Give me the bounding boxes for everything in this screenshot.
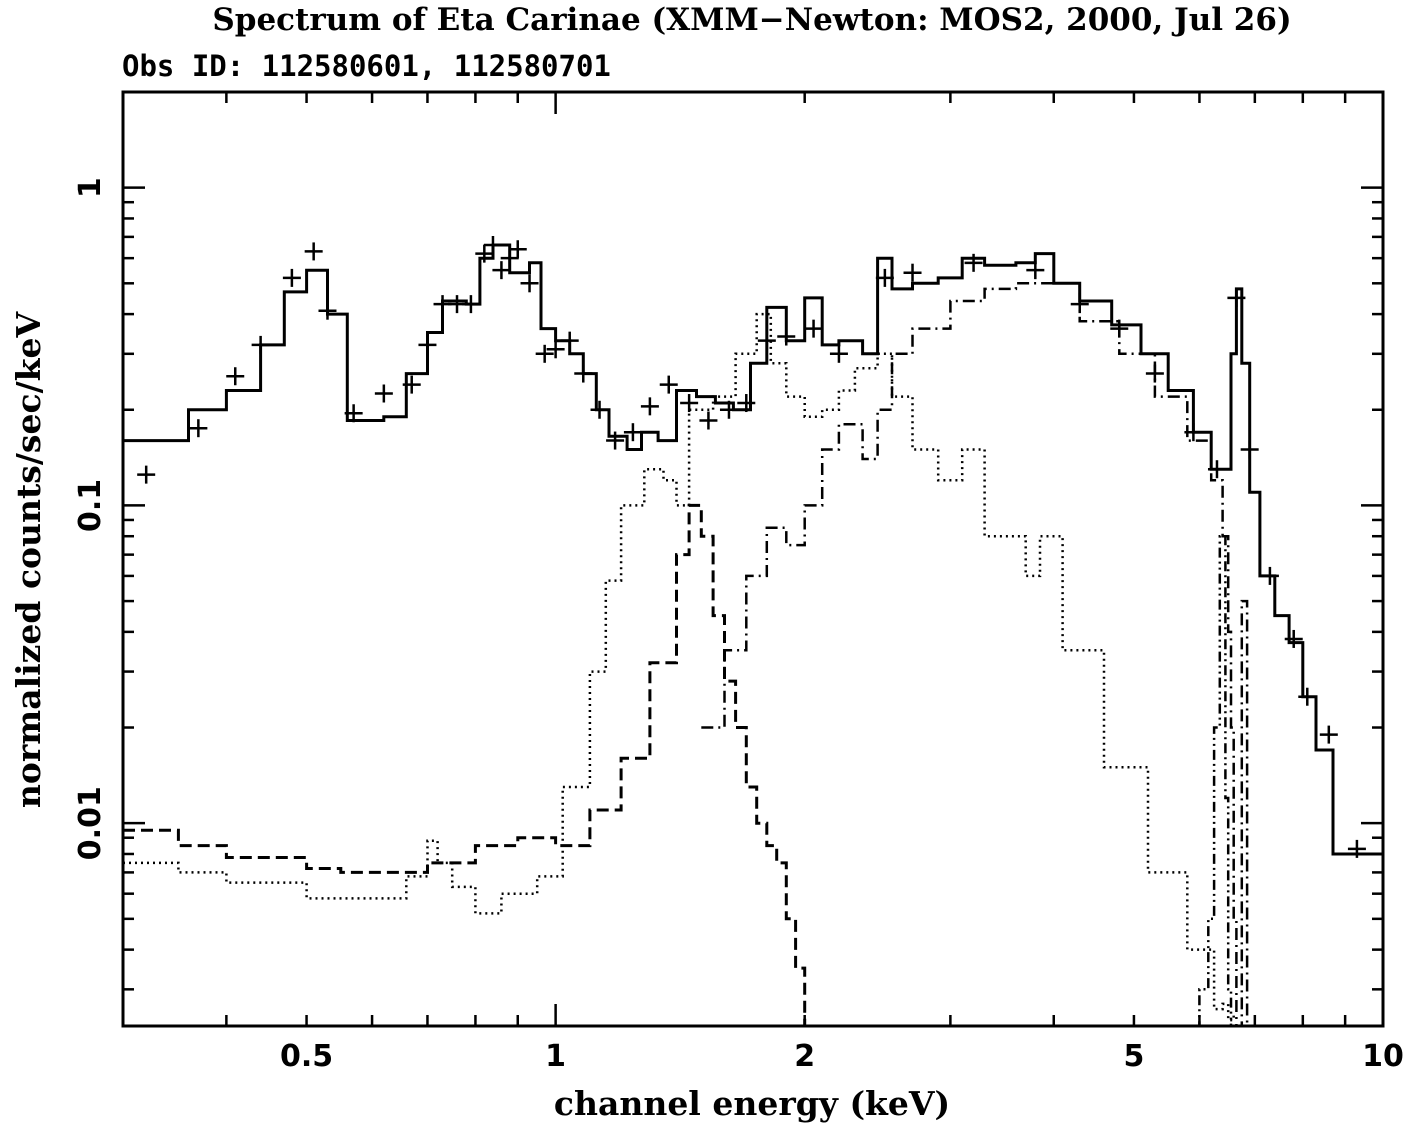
data-point (226, 367, 245, 386)
data-point (318, 301, 337, 320)
data-point (680, 394, 699, 413)
data-point (344, 404, 363, 423)
data-point (508, 240, 527, 259)
series-group (123, 243, 1383, 1028)
data-point (1284, 629, 1303, 648)
data-point (1184, 423, 1203, 442)
data-point (560, 331, 579, 350)
data-points-group (137, 235, 1366, 858)
data-point (737, 394, 756, 413)
data-point (804, 319, 823, 338)
y-tick-label: 0.01 (73, 786, 108, 860)
series-line-dashed (123, 503, 807, 1026)
data-point (699, 411, 718, 430)
data-point (461, 295, 480, 314)
x-tick-label: 2 (794, 1039, 815, 1074)
y-tick-label: 0.1 (73, 479, 108, 532)
x-tick-label: 5 (1123, 1039, 1144, 1074)
data-point (1227, 288, 1246, 307)
data-point (402, 375, 421, 394)
data-point (964, 253, 983, 272)
data-point (829, 344, 848, 363)
data-point (903, 263, 922, 282)
data-point (137, 465, 156, 484)
data-point (719, 400, 738, 419)
axis-tick-labels: 0.5 1 2 5 10 0.01 0.1 1 (73, 177, 1404, 1074)
chart-title: Spectrum of Eta Carinae (XMM−Newton: MOS… (212, 2, 1291, 38)
data-point (640, 397, 659, 416)
series-line-dash-dot (701, 282, 1249, 1028)
data-point (1240, 440, 1259, 459)
x-tick-label: 0.5 (280, 1039, 333, 1074)
chart-subtitle: Obs ID: 112580601, 112580701 (122, 49, 611, 83)
y-axis-label: normalized counts/sec/keV (9, 311, 48, 809)
data-point (475, 244, 494, 263)
data-point (492, 261, 511, 280)
data-point (1260, 566, 1279, 585)
data-point (282, 268, 301, 287)
data-point (623, 423, 642, 442)
data-point (1110, 319, 1129, 338)
data-point (483, 235, 502, 254)
data-point (1319, 725, 1338, 744)
x-tick-label: 10 (1362, 1039, 1404, 1074)
series-line-solid (123, 243, 1383, 856)
data-point (574, 364, 593, 383)
data-point (1145, 364, 1164, 383)
data-point (1026, 261, 1045, 280)
y-tick-label: 1 (73, 177, 108, 198)
data-point (520, 274, 539, 293)
axis-ticks (121, 90, 1385, 1026)
data-point (606, 431, 625, 450)
data-point (374, 384, 393, 403)
data-point (1070, 295, 1089, 314)
data-point (659, 375, 678, 394)
data-point (304, 242, 323, 261)
data-point (1347, 839, 1366, 858)
x-axis-label: channel energy (keV) (554, 1084, 950, 1123)
series-line-dash-dot-dot (1168, 534, 1234, 1028)
data-point (500, 249, 519, 268)
data-point (418, 335, 437, 354)
data-point (757, 331, 776, 350)
data-point (777, 327, 796, 346)
data-point (546, 340, 565, 359)
plot-area: 0.5 1 2 5 10 0.01 0.1 1 (73, 90, 1404, 1074)
series-line-dotted (123, 312, 1235, 1022)
plot-frame (121, 90, 1385, 1028)
data-point (535, 344, 554, 363)
data-point (251, 335, 270, 354)
data-point (590, 400, 609, 419)
data-point (1298, 687, 1317, 706)
data-point (189, 419, 208, 438)
x-tick-label: 1 (545, 1039, 566, 1074)
data-point (875, 268, 894, 287)
data-point (1207, 460, 1226, 479)
